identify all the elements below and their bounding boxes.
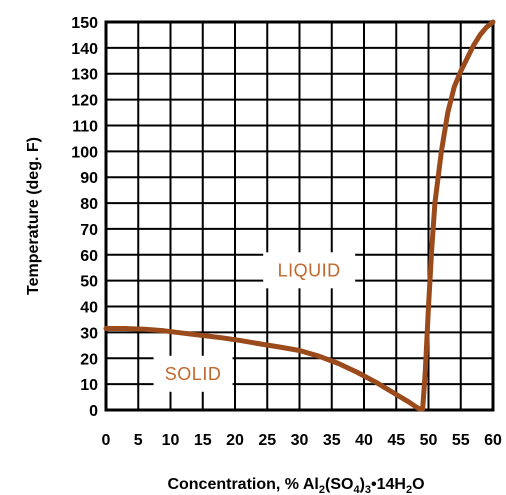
x-axis-label-mid1: (SO xyxy=(325,476,353,493)
x-axis-label-suffix: O xyxy=(412,476,424,493)
y-tick-label-20: 20 xyxy=(80,351,98,368)
region-label-solid: SOLID xyxy=(165,364,222,384)
x-axis-label-mid3: •14H xyxy=(371,476,406,493)
y-tick-label-0: 0 xyxy=(89,403,98,420)
plot-frame xyxy=(104,20,495,412)
y-tick-label-120: 120 xyxy=(71,93,98,110)
x-tick-label-45: 45 xyxy=(387,432,405,449)
x-tick-label-0: 0 xyxy=(102,432,111,449)
x-tick-label-20: 20 xyxy=(226,432,244,449)
region-label-background-0 xyxy=(263,252,356,289)
x-tick-label-30: 30 xyxy=(291,432,309,449)
y-tick-label-100: 100 xyxy=(71,144,98,161)
x-tick-label-5: 5 xyxy=(134,432,143,449)
y-tick-label-110: 110 xyxy=(72,118,98,135)
series-layer xyxy=(103,19,496,412)
x-axis-label-prefix: Concentration, % Al xyxy=(167,476,318,493)
x-tick-label-10: 10 xyxy=(162,432,180,449)
x-axis-label-mid2: ) xyxy=(360,476,365,493)
y-tick-label-130: 130 xyxy=(71,67,98,84)
y-tick-label-60: 60 xyxy=(80,248,98,265)
x-tick-label-50: 50 xyxy=(420,432,438,449)
phase-boundary-curve-0 xyxy=(103,19,496,412)
x-tick-label-15: 15 xyxy=(194,432,212,449)
y-tick-labels: 0 10 20 30 40 50 60 70 80 90 100 110 120 130 140 150 xyxy=(71,15,98,420)
y-tick-label-10: 10 xyxy=(80,377,98,394)
y-tick-label-90: 90 xyxy=(80,170,98,187)
y-tick-label-40: 40 xyxy=(80,300,98,317)
y-tick-label-70: 70 xyxy=(80,222,98,239)
y-tick-label-50: 50 xyxy=(80,274,98,291)
region-labels: LIQUID SOLID xyxy=(153,252,356,392)
y-tick-label-80: 80 xyxy=(80,196,98,213)
region-label-background-1 xyxy=(153,355,233,392)
x-axis-label-sub4: 2 xyxy=(406,484,412,495)
y-tick-label-30: 30 xyxy=(80,325,98,342)
x-tick-label-25: 25 xyxy=(258,432,276,449)
plot-border xyxy=(104,20,495,412)
x-tick-label-60: 60 xyxy=(484,432,502,449)
x-tick-label-40: 40 xyxy=(355,432,373,449)
x-tick-label-55: 55 xyxy=(452,432,470,449)
x-axis-label-sub1: 2 xyxy=(319,484,325,495)
x-axis-label: Concentration, % Al2(SO4)3•14H2O xyxy=(167,476,424,495)
x-tick-labels: 0 5 10 15 20 25 30 35 40 45 50 55 60 xyxy=(102,432,502,449)
y-axis-label: Temperature (deg. F) xyxy=(25,137,42,295)
y-tick-label-150: 150 xyxy=(71,15,98,32)
y-tick-label-140: 140 xyxy=(71,41,98,58)
x-axis-label-sub3: 3 xyxy=(365,484,371,495)
x-tick-label-35: 35 xyxy=(323,432,341,449)
region-label-liquid: LIQUID xyxy=(278,260,341,280)
x-axis-label-sub2: 4 xyxy=(353,484,360,495)
